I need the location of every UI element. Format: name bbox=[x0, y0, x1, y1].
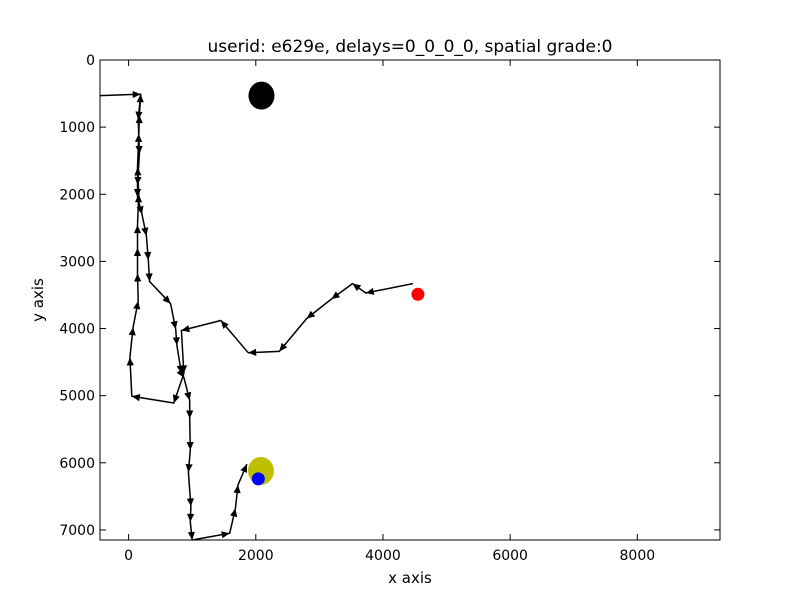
arrowhead bbox=[162, 295, 171, 304]
y-tick-label: 3000 bbox=[59, 254, 95, 270]
y-tick-label: 1000 bbox=[59, 120, 95, 136]
arrowhead bbox=[133, 301, 141, 310]
x-tick-label: 4000 bbox=[365, 548, 401, 564]
x-axis-label: x axis bbox=[388, 569, 432, 587]
arrowhead bbox=[132, 90, 141, 99]
plot-frame bbox=[99, 59, 721, 541]
arrowhead bbox=[184, 391, 192, 401]
arrowhead bbox=[220, 320, 229, 329]
arrowhead bbox=[134, 167, 142, 176]
arrowhead bbox=[306, 310, 316, 319]
arrowhead bbox=[365, 287, 375, 295]
arrowhead bbox=[187, 513, 195, 522]
x-tick-label: 0 bbox=[124, 548, 133, 564]
arrowhead bbox=[134, 273, 142, 282]
arrowhead bbox=[240, 464, 248, 473]
arrowhead bbox=[135, 115, 143, 124]
arrowhead bbox=[172, 337, 180, 346]
arrowhead bbox=[134, 194, 143, 203]
y-tick-label: 4000 bbox=[59, 322, 95, 338]
marker-point bbox=[251, 472, 265, 486]
arrowhead bbox=[133, 248, 142, 256]
arrowhead bbox=[331, 291, 340, 299]
arrowhead bbox=[185, 463, 193, 473]
arrowhead bbox=[179, 365, 188, 374]
x-tick-label: 8000 bbox=[620, 548, 656, 564]
x-tick-label: 6000 bbox=[492, 548, 528, 564]
arrowhead bbox=[145, 273, 153, 282]
arrowhead bbox=[144, 251, 152, 261]
chart-title: userid: e629e, delays=0_0_0_0, spatial g… bbox=[207, 37, 612, 57]
arrowhead bbox=[186, 498, 194, 507]
marker-point bbox=[411, 287, 425, 301]
y-tick-label: 7000 bbox=[59, 523, 95, 539]
arrowhead bbox=[135, 145, 143, 154]
markers-layer bbox=[247, 81, 425, 486]
arrowhead bbox=[134, 133, 143, 142]
arrowhead bbox=[233, 485, 241, 494]
arrowhead bbox=[128, 327, 136, 336]
y-tick-label: 2000 bbox=[59, 187, 95, 203]
ticks-layer: 0 2000 4000 6000 8000 0 1000 2000 3000 4000 5000 60… bbox=[59, 53, 720, 564]
arrowhead bbox=[221, 531, 230, 539]
arrowhead bbox=[230, 508, 238, 518]
arrowhead bbox=[170, 320, 178, 330]
y-tick-label: 0 bbox=[86, 53, 95, 69]
arrowhead bbox=[181, 325, 190, 333]
marker-point bbox=[248, 81, 275, 110]
trajectory-layer bbox=[99, 90, 414, 541]
arrowhead bbox=[279, 342, 288, 352]
arrowhead bbox=[131, 394, 141, 402]
y-tick-label: 6000 bbox=[59, 456, 95, 472]
arrowhead bbox=[173, 394, 180, 403]
y-axis-label: y axis bbox=[29, 278, 47, 322]
arrowhead bbox=[126, 357, 134, 366]
arrowhead bbox=[141, 227, 149, 236]
arrowhead bbox=[176, 368, 184, 378]
x-tick-label: 2000 bbox=[238, 548, 274, 564]
arrowhead bbox=[187, 531, 195, 540]
arrowhead bbox=[136, 94, 144, 103]
arrowhead bbox=[186, 410, 194, 419]
arrowhead bbox=[186, 442, 194, 450]
y-tick-label: 5000 bbox=[59, 389, 95, 405]
arrowhead bbox=[248, 348, 257, 356]
arrowhead bbox=[133, 225, 142, 234]
arrowhead bbox=[352, 283, 362, 292]
